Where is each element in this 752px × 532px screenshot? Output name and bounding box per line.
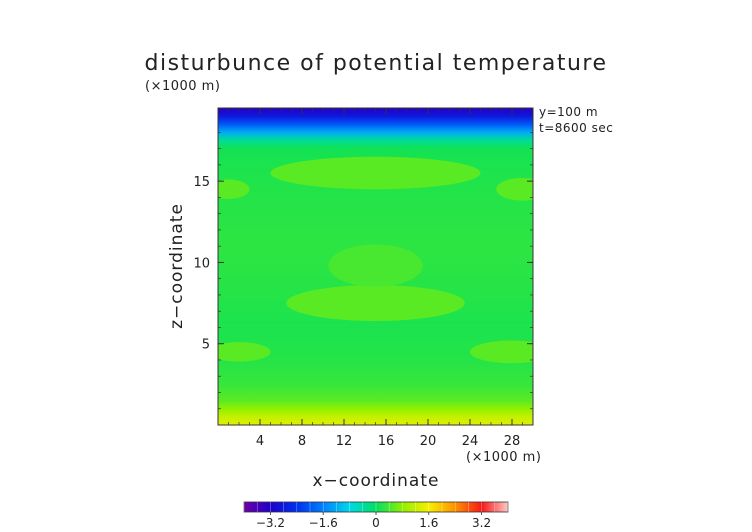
colorbar: −3.2 −1.6 0 1.6 3.2 xyxy=(243,501,509,530)
x-axis-title: x−coordinate xyxy=(313,471,440,491)
y-tick-label: 5 xyxy=(202,338,210,353)
colorbar-tick-label: 3.2 xyxy=(472,516,491,530)
colorbar-tick-label: −1.6 xyxy=(309,516,338,530)
x-tick-label: 8 xyxy=(298,434,306,449)
annotation-y: y=100 m xyxy=(539,105,598,119)
colorbar-tick-label: 1.6 xyxy=(419,516,438,530)
colorbar-tick-label: 0 xyxy=(372,516,380,530)
annotation-time: t=8600 sec xyxy=(539,121,613,135)
x-axis: 4 8 12 16 20 24 28 xyxy=(228,108,523,449)
colorbar-ticks: −3.2 −1.6 0 1.6 3.2 xyxy=(243,502,509,530)
x-unit-label: (×1000 m) xyxy=(466,450,541,465)
x-tick-label: 24 xyxy=(462,434,479,449)
contour-regions xyxy=(218,156,533,364)
y-tick-label: 10 xyxy=(193,256,210,271)
plot-area xyxy=(217,107,534,426)
contour-region-5 xyxy=(328,244,423,287)
contour-region-4 xyxy=(286,285,465,321)
contour-region-3 xyxy=(496,177,533,201)
y-unit-label: (×1000 m) xyxy=(145,79,220,94)
y-tick-label: 15 xyxy=(193,175,210,190)
contour-region-2 xyxy=(218,179,250,200)
y-axis-title: z−coordinate xyxy=(167,203,187,329)
x-tick-label: 12 xyxy=(336,434,353,449)
x-tick-label: 4 xyxy=(256,434,264,449)
x-tick-label: 16 xyxy=(378,434,395,449)
contour-region-1 xyxy=(270,156,481,190)
colorbar-tick-label: −3.2 xyxy=(256,516,285,530)
contour-region-7 xyxy=(470,340,533,364)
contour-region-6 xyxy=(218,342,271,362)
x-tick-label: 20 xyxy=(420,434,437,449)
chart-title: disturbunce of potential temperature xyxy=(145,51,608,76)
x-tick-label: 28 xyxy=(504,434,521,449)
y-axis: 5 10 15 xyxy=(193,115,533,410)
